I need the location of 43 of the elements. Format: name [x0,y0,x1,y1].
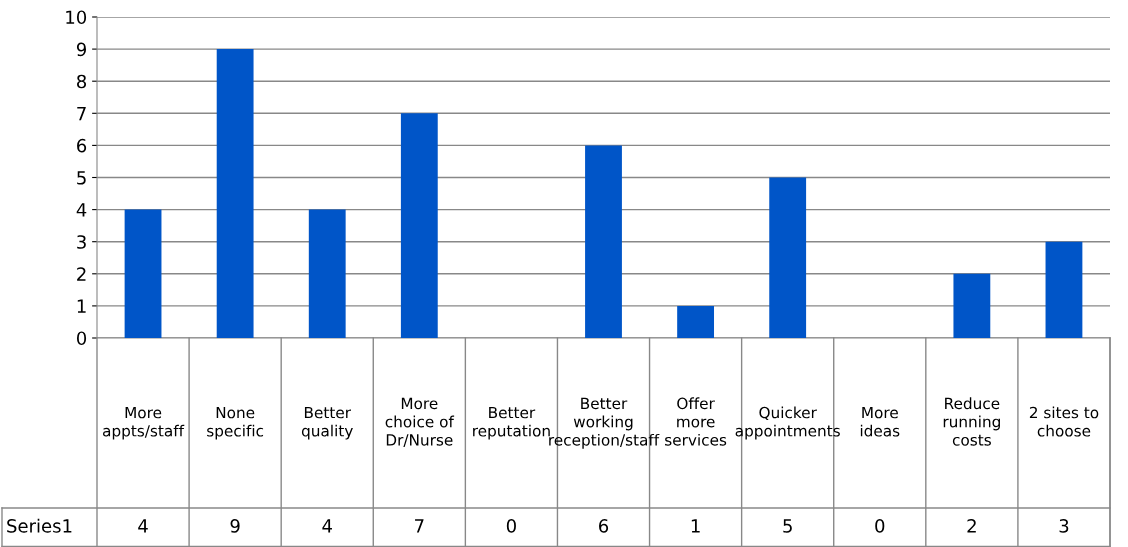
text: Series1 [7,518,72,533]
bar [677,305,715,338]
data-label: 6 [599,519,609,533]
x-tick-label: Better reputation [473,406,550,440]
y-tick-label: 9 [76,42,87,57]
x-tick-label: Quicker appointments [735,406,840,440]
bar [124,209,162,338]
y-tick-label: 6 [77,138,87,153]
x-tick-label: Offer more services [665,397,727,446]
y-tick-label: 10 [66,10,87,25]
x-tick-label: None specific [207,406,264,440]
bar [953,273,991,338]
data-label: 5 [783,519,792,533]
x-tick-label: More choice of Dr/Nurse [385,397,455,447]
data-label: 3 [1059,519,1069,533]
x-tick-label: More ideas [860,406,900,437]
data-label: 9 [230,519,240,533]
x-tick-label: More appts/staff [103,406,185,440]
bar [585,145,622,338]
bar [1045,241,1083,338]
bar [308,209,346,338]
x-tick-label: Better quality [301,406,353,440]
y-tick-label: 7 [77,107,86,121]
data-label: 4 [322,519,332,533]
y-tick-label: 0 [76,331,87,346]
bar [769,177,807,338]
x-tick-label: 2 sites to choose [1029,406,1099,437]
y-tick-label: 5 [77,171,86,185]
y-tick-label: 4 [76,203,87,217]
data-label: 7 [415,519,424,533]
bar [216,49,254,338]
y-tick-label: 8 [77,74,87,89]
y-tick-label: 3 [77,235,86,249]
data-label: 0 [506,519,516,533]
data-label: 4 [138,519,148,533]
data-label: 0 [875,519,885,533]
data-label: 2 [967,519,976,533]
bar [400,113,438,338]
y-tick-label: 2 [77,267,86,281]
x-tick-label: Reduce running costs [943,397,1000,446]
data-label: 1 [691,519,700,533]
y-tick-label: 1 [77,299,86,313]
x-tick-label: Better working reception/staff [549,397,660,449]
